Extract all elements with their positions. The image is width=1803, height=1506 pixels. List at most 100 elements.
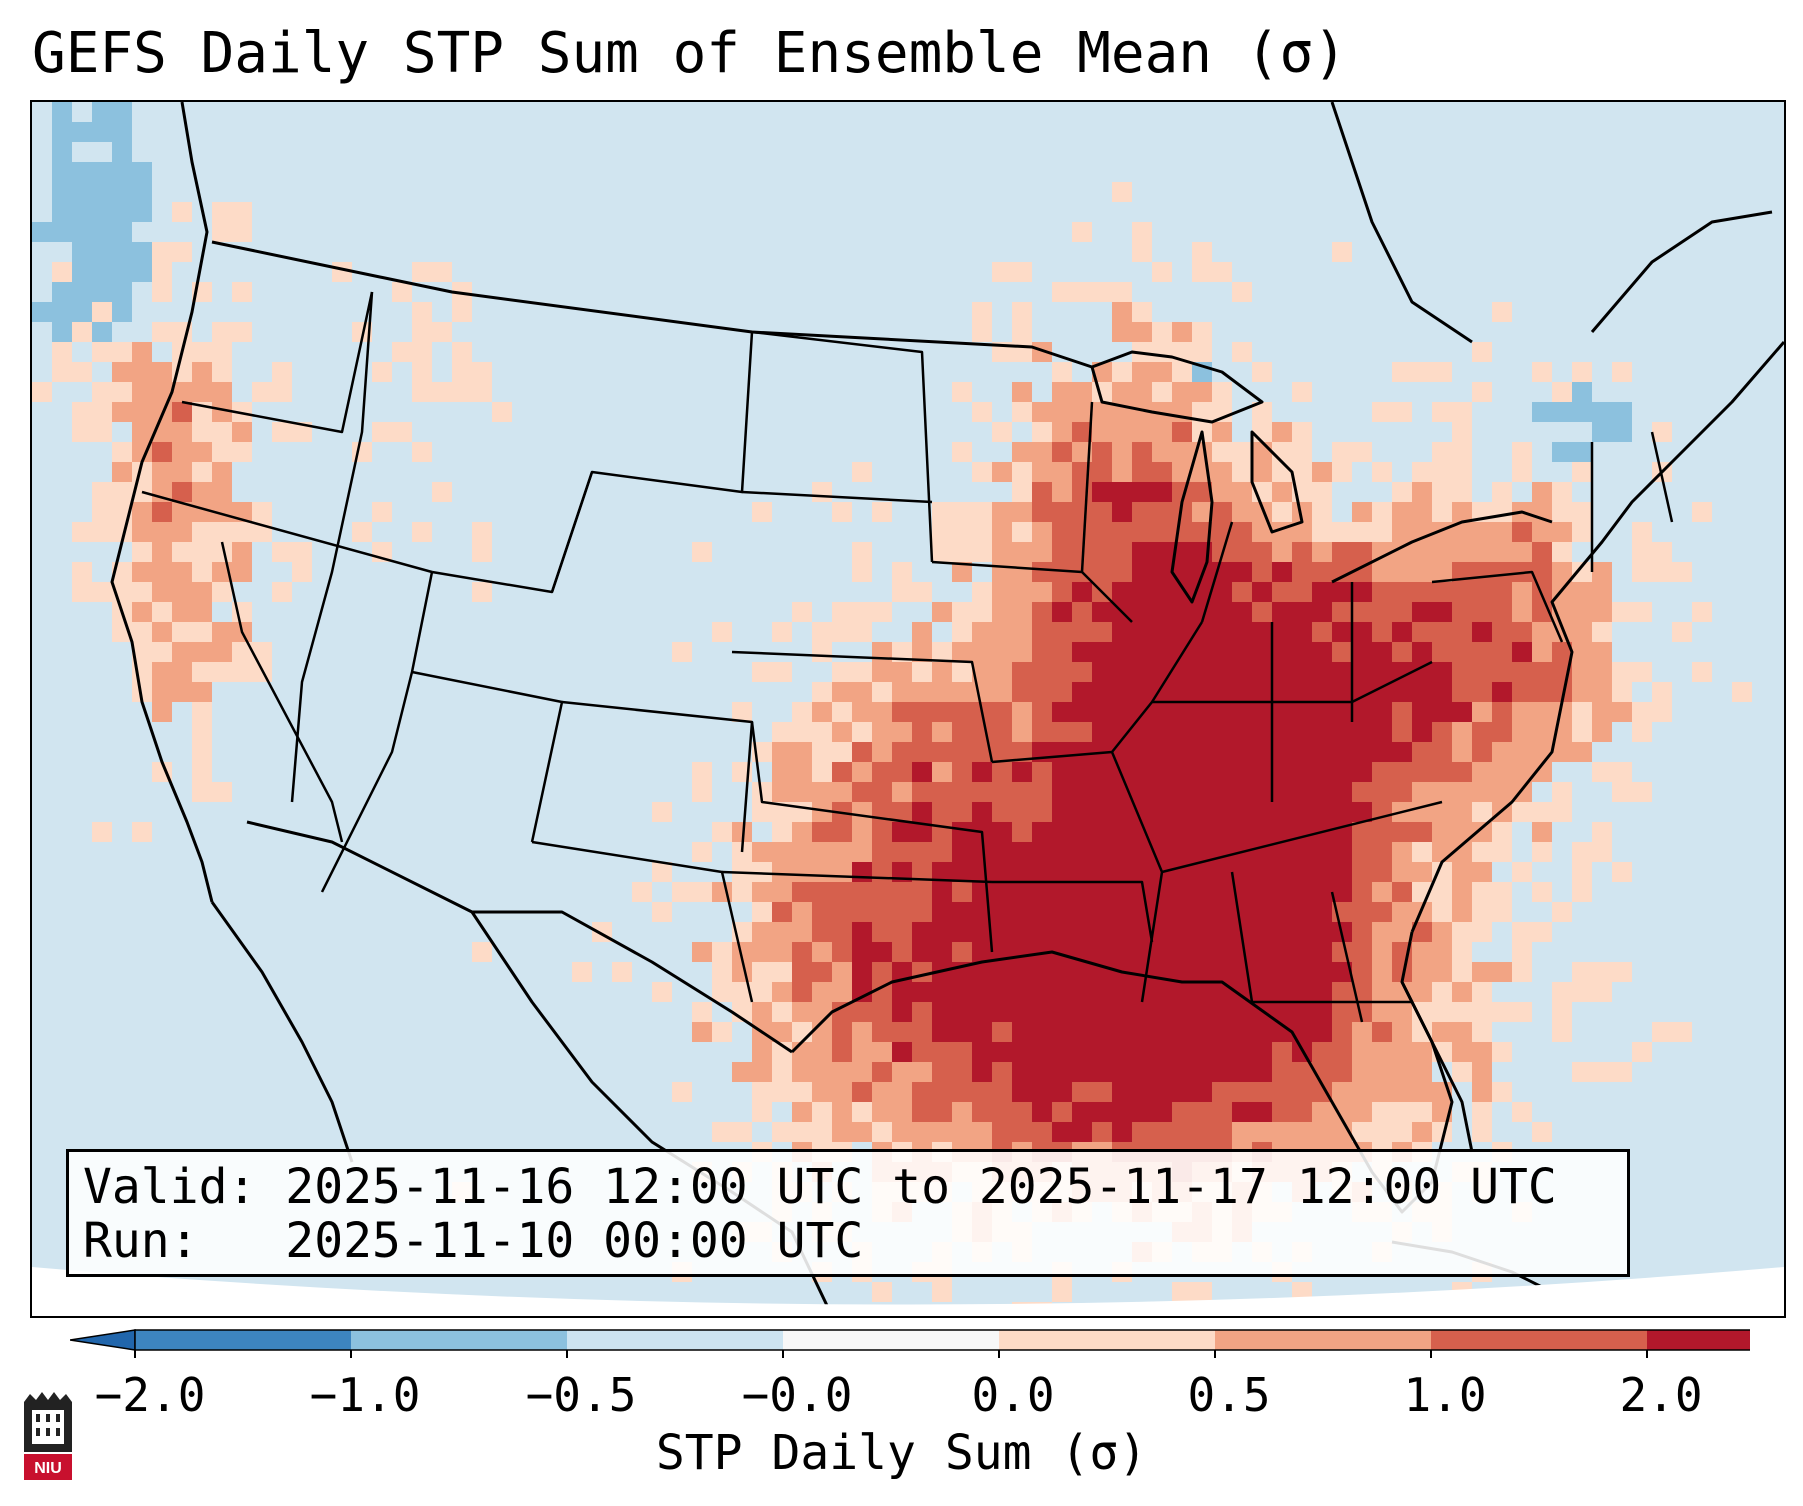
stp-grid-cell bbox=[1172, 942, 1192, 962]
stp-grid-cell bbox=[1492, 502, 1512, 522]
stp-grid-cell bbox=[1512, 742, 1532, 762]
stp-grid-cell bbox=[1352, 1062, 1372, 1082]
stp-grid-cell bbox=[792, 822, 812, 842]
stp-grid-cell bbox=[1012, 522, 1032, 542]
stp-grid-cell bbox=[772, 862, 792, 882]
stp-grid-cell bbox=[1392, 522, 1412, 542]
stp-grid-cell bbox=[932, 502, 952, 522]
stp-grid-cell bbox=[412, 322, 432, 342]
stp-grid-cell bbox=[1312, 1002, 1332, 1022]
stp-grid-cell bbox=[932, 982, 952, 1002]
stp-grid-cell bbox=[1292, 782, 1312, 802]
stp-grid-cell bbox=[72, 582, 92, 602]
stp-grid-cell bbox=[972, 462, 992, 482]
stp-grid-cell bbox=[1152, 682, 1172, 702]
stp-grid-cell bbox=[1072, 742, 1092, 762]
stp-grid-cell bbox=[992, 662, 1012, 682]
stp-grid-cell bbox=[752, 1002, 772, 1022]
stp-grid-cell bbox=[932, 922, 952, 942]
stp-grid-cell bbox=[932, 722, 952, 742]
stp-grid-cell bbox=[1392, 642, 1412, 662]
stp-grid-cell bbox=[972, 842, 992, 862]
stp-grid-cell bbox=[1572, 362, 1592, 382]
stp-grid-cell bbox=[812, 722, 832, 742]
run-value: 2025-11-10 00:00 UTC bbox=[285, 1213, 864, 1269]
stp-grid-cell bbox=[1172, 462, 1192, 482]
stp-grid-cell bbox=[1632, 782, 1652, 802]
stp-grid-cell bbox=[1272, 602, 1292, 622]
stp-grid-cell bbox=[772, 802, 792, 822]
stp-grid-cell bbox=[1352, 882, 1372, 902]
stp-grid-cell bbox=[1232, 822, 1252, 842]
stp-grid-cell bbox=[1132, 442, 1152, 462]
stp-grid-cell bbox=[1232, 802, 1252, 822]
stp-grid-cell bbox=[832, 1082, 852, 1102]
stp-grid-cell bbox=[1612, 962, 1632, 982]
stp-grid-cell bbox=[952, 882, 972, 902]
stp-grid-cell bbox=[1412, 762, 1432, 782]
stp-grid-cell bbox=[1072, 382, 1092, 402]
stp-grid-cell bbox=[52, 122, 72, 142]
stp-grid-cell bbox=[52, 162, 72, 182]
stp-grid-cell bbox=[1252, 882, 1272, 902]
stp-grid-cell bbox=[1012, 1062, 1032, 1082]
stp-grid-cell bbox=[892, 922, 912, 942]
stp-grid-cell bbox=[752, 502, 772, 522]
stp-grid-cell bbox=[192, 642, 212, 662]
stp-grid-cell bbox=[1112, 422, 1132, 442]
stp-grid-cell bbox=[772, 902, 792, 922]
stp-grid-cell bbox=[792, 862, 812, 882]
stp-grid-cell bbox=[812, 882, 832, 902]
stp-grid-cell bbox=[1452, 1062, 1472, 1082]
stp-grid-cell bbox=[1512, 802, 1532, 822]
stp-grid-cell bbox=[1552, 702, 1572, 722]
stp-grid-cell bbox=[1372, 1042, 1392, 1062]
stp-grid-cell bbox=[1412, 1122, 1432, 1142]
stp-grid-cell bbox=[892, 582, 912, 602]
stp-grid-cell bbox=[1412, 362, 1432, 382]
stp-grid-cell bbox=[132, 422, 152, 442]
stp-grid-cell bbox=[1132, 242, 1152, 262]
stp-grid-cell bbox=[152, 242, 172, 262]
stp-grid-cell bbox=[1652, 542, 1672, 562]
stp-grid-cell bbox=[1392, 542, 1412, 562]
stp-grid-cell bbox=[1092, 482, 1112, 502]
stp-grid-cell bbox=[1032, 842, 1052, 862]
stp-grid-cell bbox=[1192, 482, 1212, 502]
stp-grid-cell bbox=[872, 682, 892, 702]
stp-grid-cell bbox=[1052, 1122, 1072, 1142]
stp-grid-cell bbox=[1012, 1082, 1032, 1102]
stp-grid-cell bbox=[1152, 1122, 1172, 1142]
stp-grid-cell bbox=[1012, 1022, 1032, 1042]
stp-grid-cell bbox=[1592, 582, 1612, 602]
stp-grid-cell bbox=[1112, 1042, 1132, 1062]
stp-grid-cell bbox=[1572, 962, 1592, 982]
stp-grid-cell bbox=[1312, 882, 1332, 902]
stp-grid-cell bbox=[132, 502, 152, 522]
stp-grid-cell bbox=[1092, 282, 1112, 302]
stp-grid-cell bbox=[1312, 462, 1332, 482]
stp-grid-cell bbox=[1432, 622, 1452, 642]
stp-grid-cell bbox=[1472, 602, 1492, 622]
stp-grid-cell bbox=[152, 362, 172, 382]
stp-grid-cell bbox=[72, 322, 92, 342]
stp-grid-cell bbox=[72, 122, 92, 142]
stp-grid-cell bbox=[1432, 1002, 1452, 1022]
stp-grid-cell bbox=[1332, 962, 1352, 982]
stp-grid-cell bbox=[1232, 722, 1252, 742]
stp-grid-cell bbox=[1212, 1022, 1232, 1042]
stp-grid-cell bbox=[1472, 862, 1492, 882]
stp-grid-cell bbox=[1032, 522, 1052, 542]
stp-grid-cell bbox=[892, 842, 912, 862]
stp-grid-cell bbox=[892, 642, 912, 662]
stp-grid-cell bbox=[1152, 442, 1172, 462]
stp-grid-cell bbox=[1212, 1122, 1232, 1142]
stp-grid-cell bbox=[1512, 522, 1532, 542]
stp-grid-cell bbox=[1292, 882, 1312, 902]
stp-grid-cell bbox=[1072, 902, 1092, 922]
stp-grid-cell bbox=[1612, 662, 1632, 682]
stp-grid-cell bbox=[1372, 502, 1392, 522]
stp-grid-cell bbox=[1252, 622, 1272, 642]
stp-grid-cell bbox=[1192, 622, 1212, 642]
stp-grid-cell bbox=[1612, 422, 1632, 442]
